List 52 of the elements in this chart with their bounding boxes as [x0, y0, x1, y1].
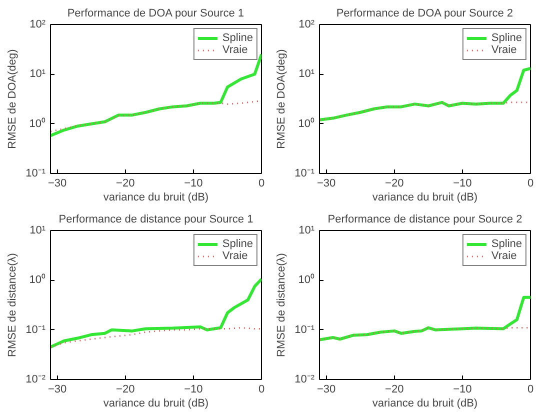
x-tick-label: −20	[116, 384, 135, 396]
y-tick-label: 10⁰	[298, 116, 315, 130]
y-tick-label: 10⁰	[29, 273, 46, 286]
x-axis-title: variance du bruit (dB)	[103, 192, 209, 204]
x-tick-label: −20	[116, 178, 135, 190]
y-tick-label: 10⁻²	[294, 374, 315, 386]
x-tick-label: 0	[258, 178, 265, 190]
y-tick-label: 10⁻¹	[26, 168, 46, 180]
x-tick-label: −20	[385, 178, 404, 190]
y-tick-label: 10⁻¹	[294, 324, 315, 336]
y-tick-label: 10⁻¹	[26, 324, 46, 336]
y-tick-label: 10⁰	[29, 116, 46, 130]
legend-label: Spline	[491, 32, 522, 44]
x-tick-label: −20	[385, 384, 404, 396]
legend-label: Spline	[222, 32, 253, 44]
x-tick-label: −10	[184, 178, 203, 190]
y-axis-title: RMSE de DOA(deg)	[6, 49, 19, 149]
y-tick-label: 10⁻¹	[294, 168, 315, 180]
y-tick-label: 10⁰	[298, 273, 315, 286]
x-tick-label: −10	[453, 384, 472, 396]
y-axis-title: RMSE de distance(λ)	[6, 253, 19, 357]
legend-label: Vraie	[491, 250, 517, 262]
y-tick-label: 10¹	[298, 68, 315, 80]
y-tick-label: 10¹	[30, 224, 46, 236]
x-tick-label: −30	[48, 178, 67, 190]
chart-title: Performance de distance pour Source 1	[58, 214, 254, 226]
x-tick-label: −30	[316, 384, 336, 396]
x-tick-label: −10	[453, 178, 472, 190]
x-axis-title: variance du bruit (dB)	[372, 398, 478, 410]
x-axis-title: variance du bruit (dB)	[103, 398, 209, 410]
y-axis-title: RMSE de distance(λ)	[276, 253, 288, 357]
chart-title: Performance de DOA pour Source 1	[67, 8, 244, 20]
x-tick-label: 0	[258, 384, 265, 396]
y-tick-label: 10²	[30, 18, 46, 30]
x-axis-title: variance du bruit (dB)	[372, 192, 478, 204]
legend-label: Vraie	[222, 44, 248, 56]
y-axis-title: RMSE de DOA(deg)	[276, 49, 288, 149]
legend-label: Spline	[491, 238, 522, 250]
chart-title: Performance de DOA pour Source 2	[336, 8, 514, 20]
y-tick-label: 10²	[298, 18, 315, 30]
x-tick-label: 0	[527, 384, 534, 396]
y-tick-label: 10¹	[30, 68, 46, 80]
chart-title: Performance de distance pour Source 2	[328, 214, 522, 226]
x-tick-label: −10	[184, 384, 203, 396]
legend-label: Vraie	[491, 44, 517, 56]
x-tick-label: −30	[316, 178, 336, 190]
y-tick-label: 10⁻²	[26, 374, 46, 386]
x-tick-label: 0	[527, 178, 534, 190]
legend-label: Spline	[222, 238, 253, 250]
y-tick-label: 10¹	[298, 224, 315, 236]
legend-label: Vraie	[222, 250, 248, 262]
x-tick-label: −30	[48, 384, 67, 396]
